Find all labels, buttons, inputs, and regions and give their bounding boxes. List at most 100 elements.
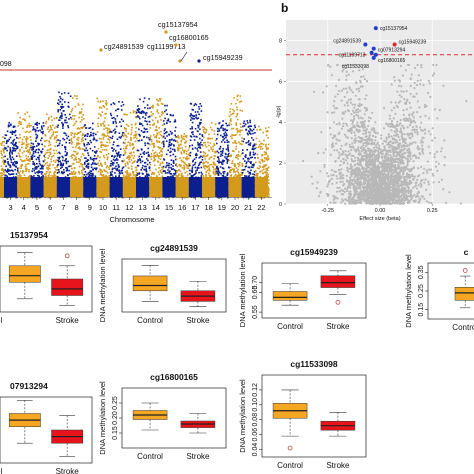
manhattan-dot <box>16 169 19 171</box>
manhattan-dot <box>198 143 201 145</box>
manhattan-dot <box>164 104 166 107</box>
manhattan-dot <box>212 145 214 148</box>
manhattan-dot <box>172 165 174 167</box>
manhattan-dot <box>47 175 50 177</box>
manhattan-dot <box>129 196 132 198</box>
manhattan-dot <box>222 139 224 141</box>
manhattan-dot <box>77 139 80 142</box>
manhattan-dot <box>157 146 159 148</box>
manhattan-dot <box>78 136 80 139</box>
manhattan-dot <box>86 163 89 165</box>
manhattan-dot <box>83 148 85 151</box>
manhattan-dot <box>12 131 15 134</box>
manhattan-dot <box>31 154 34 156</box>
manhattan-dot <box>40 150 42 153</box>
manhattan-dot <box>194 111 197 113</box>
manhattan-dot <box>32 152 35 155</box>
manhattan-dot <box>192 160 194 163</box>
manhattan-dot <box>42 167 44 170</box>
manhattan-dot <box>230 123 233 126</box>
manhattan-dot <box>122 120 125 122</box>
manhattan-dot <box>73 95 76 97</box>
manhattan-dot <box>0 172 2 175</box>
manhattan-dot <box>61 92 63 95</box>
manhattan-dot <box>181 175 183 178</box>
manhattan-dot <box>132 170 134 173</box>
manhattan-dot <box>100 164 102 166</box>
manhattan-dot <box>24 119 26 122</box>
manhattan-dot <box>70 165 72 167</box>
manhattan-dot <box>225 133 228 135</box>
manhattan-dot <box>153 155 155 158</box>
manhattan-dot <box>250 169 252 172</box>
manhattan-dot <box>30 158 32 160</box>
manhattan-dot <box>81 133 84 135</box>
manhattan-dot <box>210 148 213 150</box>
manhattan-dot <box>239 109 242 112</box>
manhattan-dot <box>77 141 80 144</box>
manhattan-dot <box>151 105 154 108</box>
manhattan-dot <box>111 170 114 173</box>
manhattan-dot <box>150 139 153 141</box>
manhattan-dot <box>205 160 207 163</box>
manhattan-dot <box>97 125 99 128</box>
manhattan-dot <box>144 144 147 146</box>
manhattan-dot <box>38 170 40 172</box>
manhattan-dot <box>174 171 177 173</box>
manhattan-dot <box>41 150 43 153</box>
manhattan-dot <box>91 128 94 131</box>
manhattan-dot <box>207 162 209 164</box>
manhattan-dot <box>90 170 93 172</box>
manhattan-dot <box>193 139 196 141</box>
manhattan-dot <box>211 129 213 131</box>
manhattan-dot <box>107 156 109 159</box>
manhattan-dot <box>11 149 14 152</box>
manhattan-dot <box>111 147 113 149</box>
manhattan-dot <box>111 137 113 140</box>
manhattan-dot <box>168 166 170 169</box>
manhattan-dot <box>234 140 236 142</box>
manhattan-dot <box>227 150 230 152</box>
manhattan-dot <box>155 134 158 137</box>
manhattan-dot <box>89 139 92 142</box>
manhattan-dot <box>19 148 21 151</box>
manhattan-dot <box>17 152 20 154</box>
manhattan-dot <box>103 125 105 128</box>
manhattan-dot <box>18 167 20 169</box>
manhattan-dot <box>105 100 107 102</box>
manhattan-dot <box>189 173 191 175</box>
manhattan-dot <box>25 150 28 153</box>
manhattan-dot <box>189 145 191 147</box>
manhattan-dot <box>204 152 207 155</box>
manhattan-dot <box>127 175 129 178</box>
manhattan-dot <box>43 164 46 167</box>
manhattan-dot <box>12 173 15 175</box>
manhattan-dot <box>133 134 135 137</box>
manhattan-dot <box>82 163 84 166</box>
manhattan-dot <box>5 165 7 168</box>
manhattan-dot <box>236 108 238 111</box>
manhattan-dot <box>43 155 46 157</box>
manhattan-dot <box>143 97 146 99</box>
manhattan-dot <box>152 149 154 152</box>
manhattan-dot <box>35 129 37 132</box>
manhattan-dot <box>118 170 120 172</box>
manhattan-dot <box>196 167 199 169</box>
manhattan-dot <box>151 119 154 122</box>
manhattan-dot <box>109 174 112 177</box>
manhattan-dot <box>249 154 251 157</box>
manhattan-dot <box>126 144 129 147</box>
manhattan-dot <box>191 126 193 128</box>
manhattan-dot <box>60 106 62 108</box>
manhattan-dot <box>65 162 68 165</box>
manhattan-dot <box>61 98 64 101</box>
manhattan-dot <box>119 148 122 150</box>
manhattan-dot <box>72 175 75 178</box>
manhattan-dot <box>105 135 107 138</box>
manhattan-dot <box>49 129 51 132</box>
manhattan-dot <box>126 123 128 126</box>
manhattan-dot <box>12 170 14 172</box>
manhattan-dot <box>146 163 149 166</box>
manhattan-dot <box>62 123 64 126</box>
manhattan-dot <box>61 166 63 168</box>
